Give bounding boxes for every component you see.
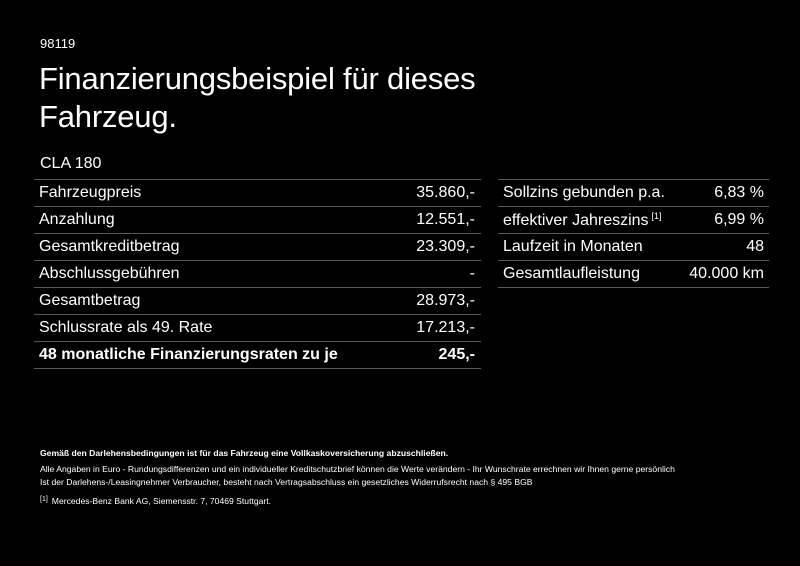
insurance-note: Gemäß den Darlehensbedingungen ist für d…: [40, 448, 449, 458]
table-row: Gesamtlaufleistung 40.000 km: [498, 261, 769, 288]
row-value: 28.973,-: [416, 292, 475, 309]
table-row: Fahrzeugpreis 35.860,-: [34, 180, 481, 207]
row-value: 12.551,-: [416, 211, 475, 228]
row-label: Abschlussgebühren: [39, 265, 180, 282]
table-row: effektiver Jahreszins [1] 6,99 %: [498, 207, 769, 234]
row-value: 48: [746, 238, 764, 255]
row-value: 17.213,-: [416, 319, 475, 336]
title-line-2: Fahrzeug.: [39, 99, 177, 134]
row-label: effektiver Jahreszins: [503, 211, 649, 229]
footnote-mark: [1]: [40, 495, 48, 503]
table-row: Anzahlung 12.551,-: [34, 207, 481, 234]
row-label: Gesamtlaufleistung: [503, 265, 640, 282]
footnote-ref: [1]: [651, 210, 662, 221]
row-value: 35.860,-: [416, 184, 475, 201]
terms-table: Sollzins gebunden p.a. 6,83 % effektiver …: [498, 179, 769, 288]
financing-table: Fahrzeugpreis 35.860,- Anzahlung 12.551,- …: [34, 179, 481, 369]
row-label: Anzahlung: [39, 211, 115, 228]
footnote-text: Mercedes-Benz Bank AG, Siemensstr. 7, 70…: [51, 495, 272, 506]
row-value: 23.309,-: [416, 238, 475, 255]
row-label-wrap: effektiver Jahreszins [1]: [503, 211, 662, 230]
title-line-1: Finanzierungsbeispiel für dieses: [39, 61, 476, 96]
table-row: Laufzeit in Monaten 48: [498, 234, 769, 261]
offer-code: 98119: [40, 36, 76, 51]
legal-notes: Gemäß den Darlehensbedingungen ist für d…: [40, 447, 675, 508]
row-value: 6,83 %: [714, 184, 764, 201]
disclaimer-line-1: Alle Angaben in Euro - Rundungsdifferenz…: [40, 463, 675, 474]
row-value: 245,-: [438, 346, 475, 363]
row-label: Fahrzeugpreis: [39, 184, 142, 201]
page-title: Finanzierungsbeispiel für dieses Fahrzeu…: [39, 60, 476, 136]
row-value: 40.000 km: [689, 265, 764, 282]
row-label: Gesamtkreditbetrag: [39, 238, 180, 255]
table-row: Schlussrate als 49. Rate 17.213,-: [34, 315, 481, 342]
table-row: Sollzins gebunden p.a. 6,83 %: [498, 180, 769, 207]
footnote: [1] Mercedes-Benz Bank AG, Siemensstr. 7,…: [40, 493, 675, 509]
row-value: 6,99 %: [714, 211, 764, 228]
monthly-rate-row: 48 monatliche Finanzierungsraten zu je 24…: [34, 342, 481, 369]
table-row: Gesamtbetrag 28.973,-: [34, 288, 481, 315]
table-row: Gesamtkreditbetrag 23.309,-: [34, 234, 481, 261]
row-label: Laufzeit in Monaten: [503, 238, 643, 255]
row-label: 48 monatliche Finanzierungsraten zu je: [39, 346, 338, 363]
row-label: Schlussrate als 49. Rate: [39, 319, 213, 336]
table-row: Abschlussgebühren -: [34, 261, 481, 288]
row-label: Sollzins gebunden p.a.: [503, 184, 665, 201]
disclaimer-line-2: Ist der Darlehens-/Leasingnehmer Verbrau…: [40, 477, 533, 487]
row-label: Gesamtbetrag: [39, 292, 141, 309]
row-value: -: [469, 265, 475, 282]
model-name: CLA 180: [40, 155, 102, 172]
